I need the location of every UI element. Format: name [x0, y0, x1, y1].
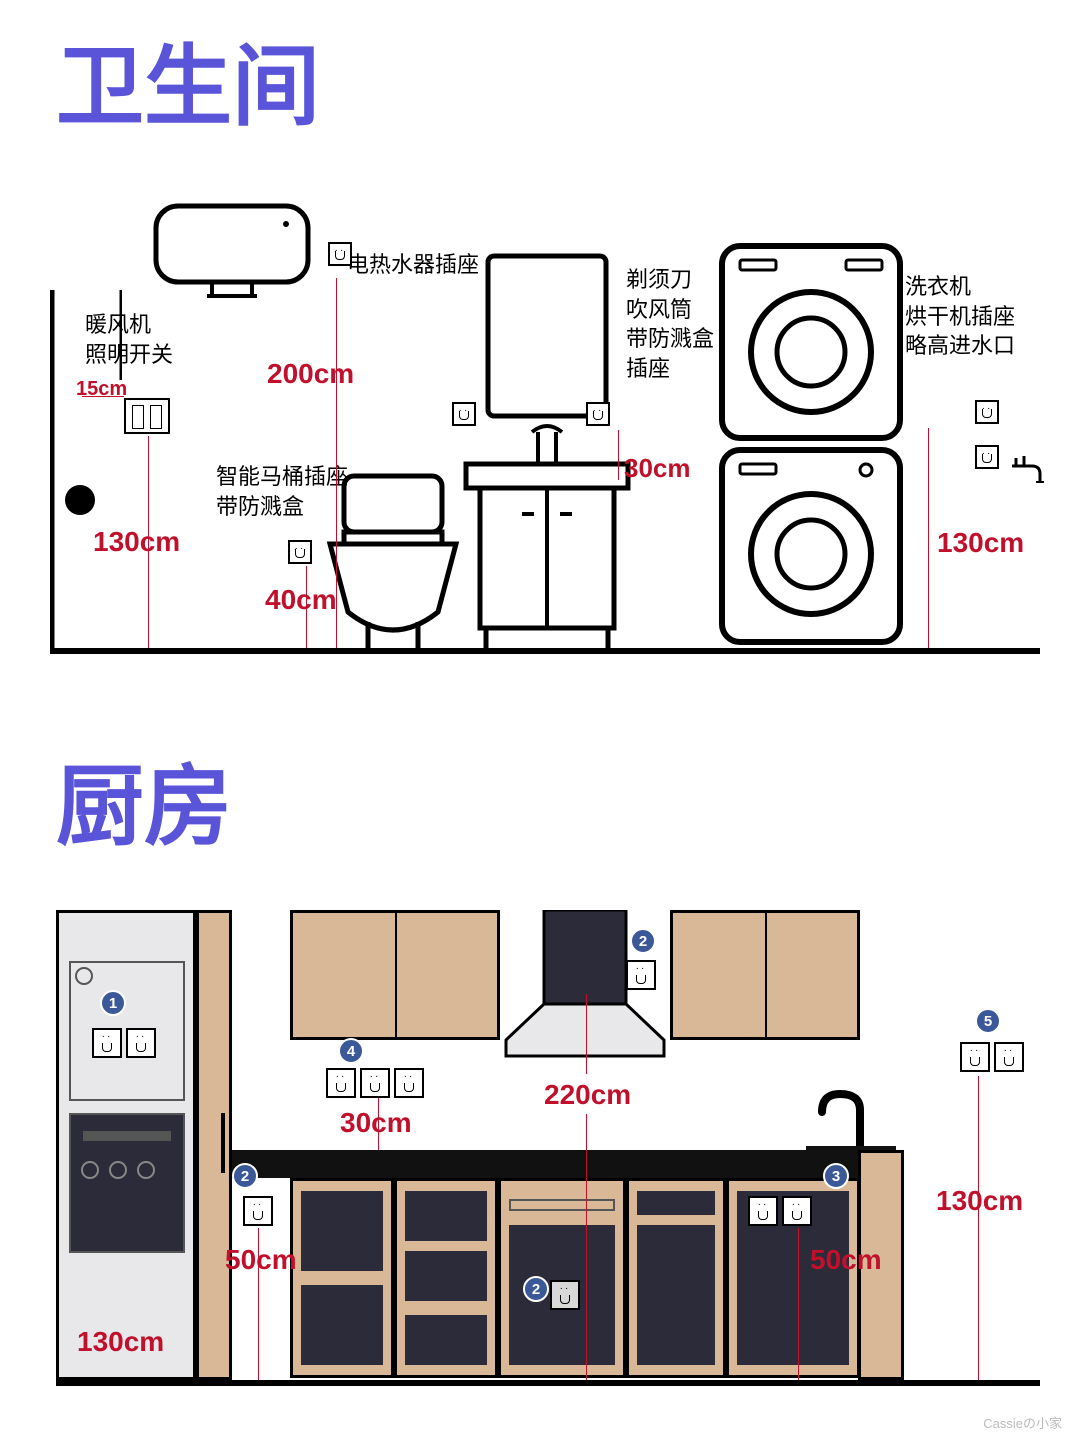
kdim-220: 220cm — [544, 1079, 631, 1111]
dim-130r: 130cm — [937, 527, 1024, 559]
upper-cabinet-left — [290, 910, 500, 1040]
dimline — [336, 278, 337, 648]
badge-1: 1 — [100, 990, 126, 1016]
badge-5: 5 — [975, 1008, 1001, 1034]
outlet-icon — [550, 1280, 580, 1310]
outlet-icon — [92, 1028, 122, 1058]
badge-4: 4 — [338, 1038, 364, 1064]
label-smart-toilet: 智能马桶插座 带防溅盒 — [216, 462, 348, 521]
washer-stack-icon — [716, 240, 906, 650]
bathroom-title: 卫生间 — [56, 16, 320, 143]
countertop — [232, 1150, 898, 1178]
outlet-icon — [586, 402, 610, 426]
kdim-50l: 50cm — [225, 1244, 297, 1276]
kitchen-title: 厨房 — [56, 736, 232, 863]
dimline — [928, 428, 929, 648]
dim-15: 15cm — [76, 378, 127, 401]
outlet-icon — [360, 1068, 390, 1098]
watermark: Cassieの小家 — [983, 1413, 1062, 1432]
tall-cabinet — [196, 910, 232, 1380]
outlet-icon — [394, 1068, 424, 1098]
outlet-icon — [782, 1196, 812, 1226]
outlet-icon — [288, 540, 312, 564]
outlet-icon — [452, 402, 476, 426]
lower-cabinet-3 — [626, 1178, 726, 1378]
dim-130l: 130cm — [93, 526, 180, 558]
lower-cabinet-2 — [394, 1178, 498, 1378]
lower-cabinet-1 — [290, 1178, 394, 1378]
badge-2c: 2 — [630, 928, 656, 954]
dim-30: 30cm — [624, 453, 691, 484]
badge-2: 2 — [232, 1163, 258, 1189]
outlet-icon — [748, 1196, 778, 1226]
outlet-icon — [975, 445, 999, 469]
outlet-icon — [994, 1042, 1024, 1072]
dimline — [618, 430, 619, 480]
faucet-icon — [1006, 452, 1046, 486]
dimline — [258, 1228, 259, 1380]
dimline — [378, 1098, 379, 1150]
badge-3: 3 — [823, 1163, 849, 1189]
kitchen-ground — [56, 1380, 1040, 1386]
outlet-icon — [960, 1042, 990, 1072]
label-heater-switch: 暖风机 照明开关 — [85, 310, 173, 369]
dimline — [586, 994, 587, 1074]
label-shaver: 剃须刀 吹风筒 带防溅盒 插座 — [626, 265, 714, 384]
outlet-icon — [626, 960, 656, 990]
outlet-icon — [328, 242, 352, 266]
water-heater-icon — [152, 202, 312, 302]
outlet-icon — [243, 1196, 273, 1226]
kdim-130l: 130cm — [77, 1326, 164, 1358]
dimline — [978, 1076, 979, 1380]
dim-200: 200cm — [267, 358, 354, 390]
heater-switch-panel — [124, 398, 170, 434]
kdim-50r: 50cm — [810, 1244, 882, 1276]
vanity-icon — [462, 252, 632, 650]
outlet-icon — [326, 1068, 356, 1098]
upper-cabinet-right — [670, 910, 860, 1040]
dimline — [586, 1114, 587, 1380]
dim-40: 40cm — [265, 584, 337, 616]
outlet-icon — [975, 400, 999, 424]
kdim-130r: 130cm — [936, 1185, 1023, 1217]
badge-2b: 2 — [523, 1276, 549, 1302]
oven-under — [498, 1178, 626, 1378]
dimline — [798, 1228, 799, 1380]
label-washer: 洗衣机 烘干机插座 略高进水口 — [905, 272, 1015, 361]
label-water-heater: 电热水器插座 — [347, 250, 479, 280]
dimline — [306, 566, 307, 648]
dimline — [82, 396, 124, 397]
outlet-icon — [126, 1028, 156, 1058]
fridge-column — [56, 910, 196, 1380]
dimline — [148, 436, 149, 648]
kdim-30: 30cm — [340, 1107, 412, 1139]
